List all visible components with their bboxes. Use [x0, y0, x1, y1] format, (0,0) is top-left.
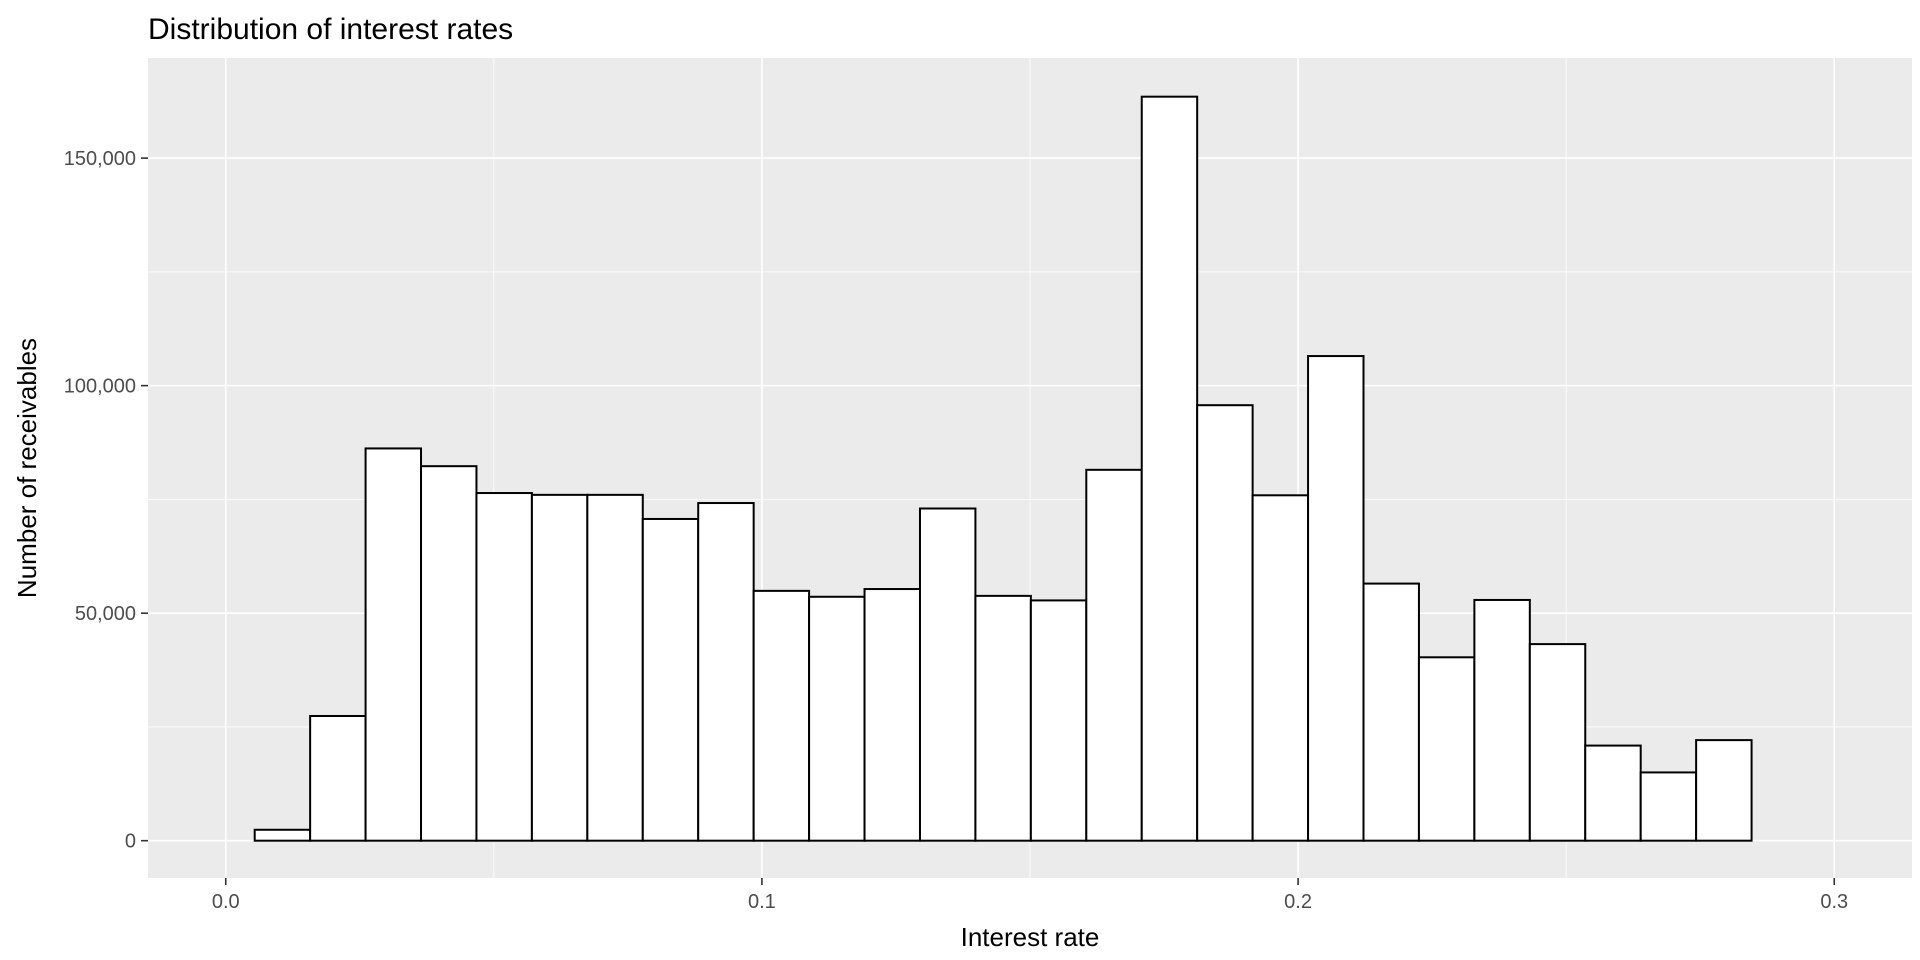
histogram-bar: [253, 828, 312, 842]
y-tick-label: 100,000: [64, 376, 136, 398]
histogram-bar: [1639, 771, 1698, 842]
histogram-bar: [918, 507, 977, 842]
histogram-bar: [475, 492, 533, 842]
histogram-bar: [697, 502, 755, 842]
chart-title: Distribution of interest rates: [148, 13, 513, 46]
x-tick-label: 0.2: [1284, 891, 1312, 913]
histogram-bar: [1584, 744, 1642, 842]
histogram-bar: [364, 447, 423, 842]
y-axis-label: Number of receivables: [12, 338, 42, 598]
histogram-bar: [863, 588, 921, 842]
histogram-bar: [752, 589, 811, 842]
histogram-bar: [1307, 355, 1365, 842]
histogram-bar: [530, 493, 589, 842]
histogram-bar: [1029, 599, 1088, 842]
histogram-bar: [1417, 656, 1476, 842]
y-tick-label: 150,000: [64, 148, 136, 170]
histogram-bar: [974, 594, 1032, 842]
x-tick-label: 0.1: [748, 891, 776, 913]
y-tick-label: 0: [125, 831, 136, 853]
histogram-bar: [1528, 643, 1587, 842]
x-axis-label: Interest rate: [961, 922, 1100, 952]
histogram-bar: [1473, 598, 1531, 842]
histogram-bar: [1140, 95, 1199, 842]
histogram-bar: [1362, 582, 1420, 842]
histogram-bar: [808, 595, 866, 842]
histogram-bar: [586, 493, 644, 842]
y-tick-label: 50,000: [75, 603, 136, 625]
histogram-bar: [309, 715, 367, 842]
histogram-bar: [641, 517, 700, 842]
x-tick-label: 0.3: [1820, 891, 1848, 913]
x-tick-label: 0.0: [212, 891, 240, 913]
histogram-bar: [1695, 739, 1753, 842]
histogram-bar: [1085, 468, 1143, 842]
histogram-bar: [1251, 494, 1310, 842]
histogram-bar: [420, 465, 478, 842]
histogram-bar: [1196, 404, 1254, 842]
